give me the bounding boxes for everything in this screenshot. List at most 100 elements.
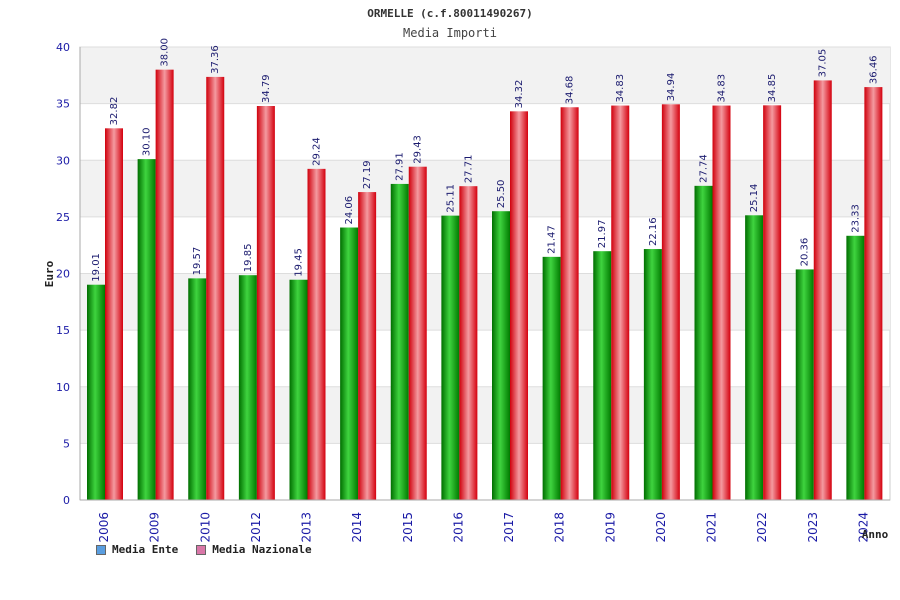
data-label: 25.14 (749, 184, 760, 213)
data-label: 34.94 (666, 73, 677, 102)
chart-title: ORMELLE (c.f.80011490267) (367, 7, 533, 20)
x-tick-label: 2022 (755, 512, 769, 543)
data-label: 29.43 (413, 135, 424, 164)
x-tick-label: 2019 (603, 512, 617, 543)
bar-media-nazionale (864, 87, 883, 500)
data-label: 38.00 (160, 38, 171, 67)
bar-media-nazionale (358, 192, 377, 501)
data-label: 34.83 (615, 74, 626, 103)
bar-media-ente (289, 279, 308, 500)
bar-media-nazionale (712, 105, 731, 501)
bar-media-nazionale (408, 166, 427, 500)
x-tick-label: 2020 (654, 512, 668, 543)
bar-media-ente (643, 249, 662, 500)
data-label: 19.45 (294, 248, 305, 277)
bar-media-nazionale (560, 107, 579, 501)
bar-media-ente (846, 235, 865, 500)
x-tick-label: 2015 (401, 512, 415, 543)
bar-media-nazionale (813, 80, 832, 500)
data-label: 30.10 (142, 127, 153, 156)
y-tick-label: 40 (56, 41, 70, 54)
data-label: 34.83 (717, 74, 728, 103)
bar-media-nazionale (155, 69, 174, 501)
data-label: 37.36 (210, 45, 221, 74)
x-tick-label: 2014 (350, 512, 364, 543)
y-tick-label: 15 (56, 324, 70, 337)
bar-media-ente (745, 215, 764, 501)
bar-media-ente (593, 251, 612, 500)
chart-subtitle: Media Importi (403, 26, 497, 40)
legend: Media Ente Media Nazionale (96, 543, 312, 556)
bar-media-ente (694, 185, 713, 501)
bar-media-nazionale (763, 105, 782, 500)
x-axis-label: Anno (862, 528, 889, 541)
data-label: 27.91 (395, 152, 406, 181)
data-label: 22.16 (648, 217, 659, 246)
legend-label-media-nazionale: Media Nazionale (212, 543, 312, 556)
y-tick-label: 0 (63, 494, 70, 507)
data-label: 27.19 (362, 160, 373, 189)
bar-media-nazionale (105, 128, 123, 500)
bar-media-ente (188, 278, 207, 500)
data-label: 19.85 (243, 244, 254, 273)
legend-label-media-ente: Media Ente (112, 543, 179, 556)
data-label: 23.33 (850, 204, 861, 233)
bar-media-ente (441, 215, 460, 500)
bar-media-ente (340, 227, 359, 500)
y-tick-label: 35 (56, 98, 70, 111)
bar-media-ente (795, 269, 814, 500)
bar-media-nazionale (611, 105, 630, 501)
bar-media-nazionale (459, 186, 478, 500)
data-label: 34.32 (514, 80, 525, 109)
y-tick-label: 10 (56, 381, 70, 394)
y-tick-label: 5 (63, 437, 70, 450)
bar-media-nazionale (307, 168, 326, 500)
bar-media-nazionale (206, 76, 225, 500)
data-label: 21.97 (597, 220, 608, 249)
x-tick-label: 2017 (502, 512, 516, 543)
x-tick-label: 2018 (553, 512, 567, 543)
bar-media-nazionale (256, 106, 275, 501)
x-tick-label: 2012 (249, 512, 263, 543)
y-tick-label: 30 (56, 154, 70, 167)
data-label: 24.06 (344, 196, 355, 225)
bar-media-ente (542, 256, 561, 500)
legend-item-media-nazionale: Media Nazionale (196, 543, 312, 556)
x-tick-label: 2016 (451, 512, 465, 543)
bar-media-nazionale (661, 104, 680, 500)
legend-item-media-ente: Media Ente (96, 543, 178, 556)
bar-media-ente (87, 284, 105, 500)
data-label: 19.01 (91, 253, 102, 282)
bar-media-ente (492, 211, 510, 500)
x-tick-label: 2024 (856, 512, 870, 543)
data-label: 20.36 (800, 238, 811, 267)
x-tick-label: 2006 (97, 512, 111, 543)
data-label: 32.82 (109, 97, 120, 126)
data-label: 34.85 (767, 74, 778, 103)
x-tick-label: 2021 (705, 512, 719, 543)
x-tick-label: 2023 (806, 512, 820, 543)
data-label: 29.24 (312, 137, 323, 166)
bar-media-ente (137, 159, 156, 500)
legend-swatch-media-nazionale (196, 544, 207, 555)
data-label: 21.47 (547, 225, 558, 254)
y-tick-label: 20 (56, 268, 70, 281)
data-label: 27.71 (463, 155, 474, 184)
bar-media-nazionale (510, 111, 528, 501)
data-label: 36.46 (868, 55, 879, 84)
data-label: 25.11 (445, 184, 456, 213)
data-label: 34.68 (565, 76, 576, 105)
y-axis-label: Euro (43, 260, 56, 287)
legend-swatch-media-ente (96, 544, 106, 555)
data-label: 37.05 (818, 49, 829, 78)
data-label: 25.50 (496, 180, 507, 209)
x-tick-label: 2013 (300, 512, 314, 543)
data-label: 34.79 (261, 74, 272, 103)
x-tick-label: 2010 (198, 512, 212, 543)
x-tick-label: 2009 (148, 512, 162, 543)
data-label: 19.57 (192, 247, 203, 276)
bar-media-ente (238, 275, 257, 500)
data-label: 27.74 (699, 154, 710, 183)
bar-media-ente (390, 183, 409, 500)
